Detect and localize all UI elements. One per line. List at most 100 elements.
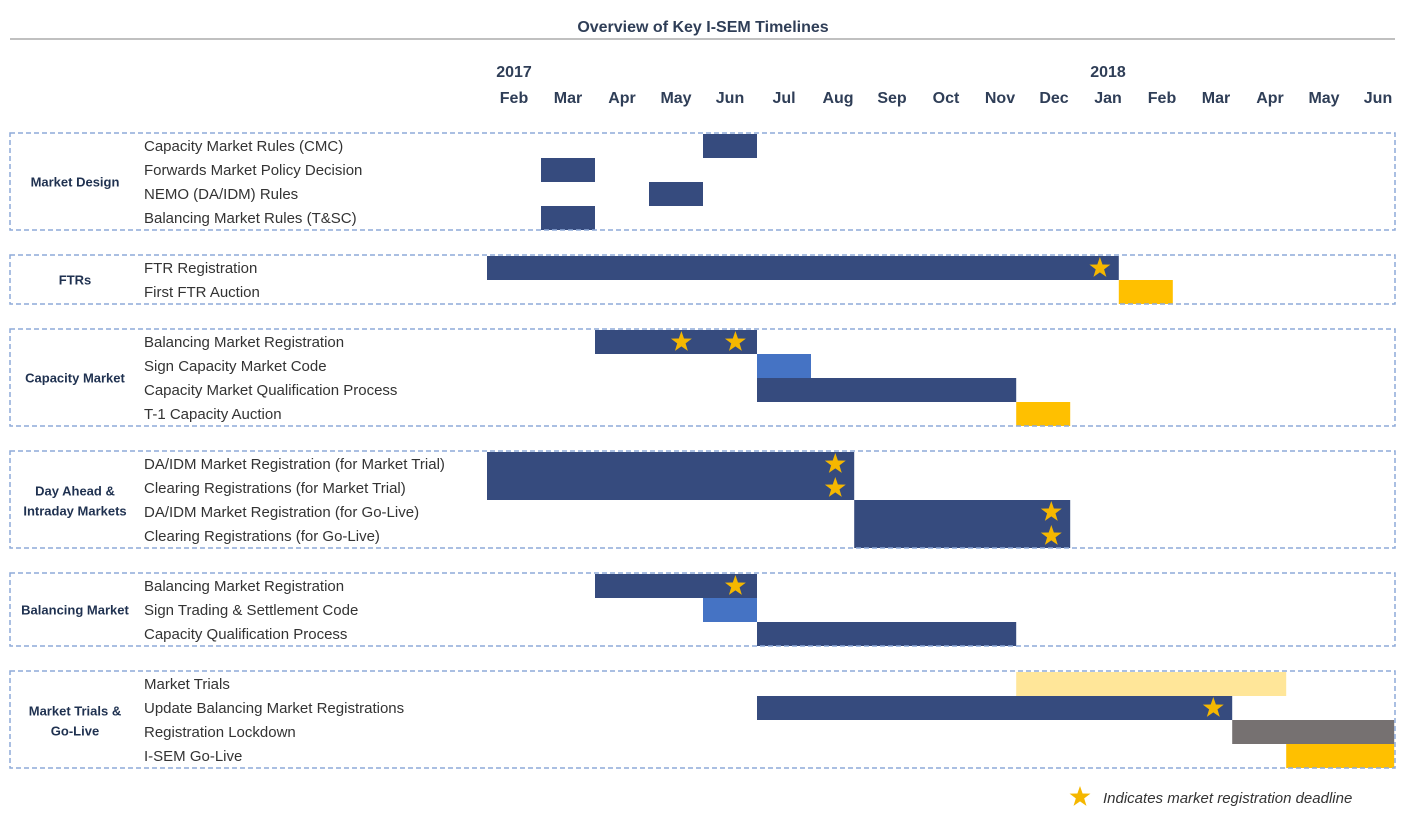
year-labels: 2017 2018: [496, 64, 1126, 81]
legend-star-icon: [1069, 786, 1091, 806]
group-label: Capacity Market: [25, 371, 125, 386]
task-label: Update Balancing Market Registrations: [144, 700, 404, 717]
month-label: Sep: [877, 90, 907, 107]
task-row: Update Balancing Market Registrations: [144, 696, 1233, 720]
task-label: Market Trials: [144, 676, 230, 693]
task-row: Capacity Market Rules (CMC): [144, 134, 757, 158]
task-label: Registration Lockdown: [144, 724, 296, 741]
task-bar: [703, 598, 757, 622]
task-groups: Market Design Capacity Market Rules (CMC)…: [9, 132, 1396, 769]
month-label: Mar: [1202, 90, 1230, 107]
deadline-star: [824, 453, 846, 473]
year-label: 2017: [496, 64, 532, 81]
group-label: Market Trials & Go-Live: [29, 704, 122, 739]
year-label: 2018: [1090, 64, 1126, 81]
task-row: Forwards Market Policy Decision: [144, 158, 595, 182]
task-row: Clearing Registrations (for Go-Live): [144, 524, 1071, 548]
task-bar: [487, 256, 1119, 280]
task-row: DA/IDM Market Registration (for Market T…: [144, 452, 855, 476]
month-label: Nov: [985, 90, 1015, 107]
task-label: NEMO (DA/IDM) Rules: [144, 186, 298, 203]
deadline-star: [724, 331, 746, 351]
month-label: May: [1308, 90, 1339, 107]
month-label: Jun: [716, 90, 744, 107]
task-label: T-1 Capacity Auction: [144, 406, 282, 423]
task-label: Balancing Market Rules (T&SC): [144, 210, 357, 227]
month-label: Feb: [500, 90, 529, 107]
task-bar: [757, 354, 811, 378]
month-label: Jul: [772, 90, 795, 107]
task-bar: [854, 500, 1071, 524]
task-bar: [1232, 720, 1395, 744]
month-label: Dec: [1039, 90, 1068, 107]
task-label: I-SEM Go-Live: [144, 748, 242, 765]
task-label: Sign Capacity Market Code: [144, 358, 327, 375]
legend: Indicates market registration deadline: [1069, 786, 1352, 807]
task-label: Sign Trading & Settlement Code: [144, 602, 358, 619]
task-row: Balancing Market Rules (T&SC): [144, 206, 595, 230]
task-row: T-1 Capacity Auction: [144, 402, 1071, 426]
task-bar: [1118, 280, 1173, 304]
group-border: [9, 328, 1396, 427]
group-label: Day Ahead & Intraday Markets: [23, 484, 126, 519]
task-group: Market Trials & Go-Live Market Trials Updat…: [9, 670, 1396, 769]
deadline-star: [824, 477, 846, 497]
month-label: Apr: [1256, 90, 1284, 107]
deadline-star: [724, 575, 746, 595]
task-row: Balancing Market Registration: [144, 330, 757, 354]
task-bar: [757, 378, 1017, 402]
deadline-star: [1089, 257, 1111, 277]
month-label: Feb: [1148, 90, 1177, 107]
task-row: FTR Registration: [144, 256, 1119, 280]
task-bar: [541, 206, 595, 230]
task-row: I-SEM Go-Live: [144, 744, 1395, 768]
task-row: Sign Trading & Settlement Code: [144, 598, 757, 622]
task-label: Balancing Market Registration: [144, 578, 344, 595]
task-label: Forwards Market Policy Decision: [144, 162, 362, 179]
legend-text: Indicates market registration deadline: [1103, 790, 1352, 807]
task-row: Market Trials: [144, 672, 1287, 696]
task-bar: [854, 524, 1071, 548]
task-row: Sign Capacity Market Code: [144, 354, 811, 378]
task-row: NEMO (DA/IDM) Rules: [144, 182, 703, 206]
month-label: Mar: [554, 90, 582, 107]
task-row: Balancing Market Registration: [144, 574, 757, 598]
deadline-star: [1040, 525, 1062, 545]
group-border: [9, 450, 1396, 549]
task-bar: [541, 158, 595, 182]
task-label: First FTR Auction: [144, 284, 260, 301]
task-group: Day Ahead & Intraday Markets DA/IDM Market…: [9, 450, 1396, 549]
task-bar: [703, 134, 757, 158]
group-label: Market Design: [31, 175, 120, 190]
group-label: FTRs: [59, 273, 92, 288]
task-label: FTR Registration: [144, 260, 257, 277]
group-border: [9, 572, 1396, 647]
month-labels: Feb Mar Apr May Jun Jul Aug Sep Oct Nov Dec Jan Feb M…: [500, 90, 1392, 107]
task-group: Capacity Market Balancing Market Registra…: [9, 328, 1396, 427]
task-label: Capacity Market Rules (CMC): [144, 138, 343, 155]
month-label: Apr: [608, 90, 636, 107]
task-bar: [1016, 402, 1071, 426]
deadline-star: [670, 331, 692, 351]
task-bar: [757, 696, 1233, 720]
deadline-star: [1202, 697, 1224, 717]
group-border: [9, 254, 1396, 305]
task-bar: [487, 476, 855, 500]
task-row: Registration Lockdown: [144, 720, 1395, 744]
task-row: Capacity Qualification Process: [144, 622, 1017, 646]
task-bar: [487, 452, 855, 476]
task-bar: [1016, 672, 1287, 696]
task-label: Clearing Registrations (for Market Trial…: [144, 480, 406, 497]
task-label: DA/IDM Market Registration (for Market T…: [144, 456, 445, 473]
task-label: Clearing Registrations (for Go-Live): [144, 528, 380, 545]
month-label: May: [660, 90, 691, 107]
group-border: [9, 670, 1396, 769]
task-row: DA/IDM Market Registration (for Go-Live): [144, 500, 1071, 524]
task-label: Capacity Market Qualification Process: [144, 382, 397, 399]
task-bar: [649, 182, 703, 206]
task-label: Balancing Market Registration: [144, 334, 344, 351]
task-row: Clearing Registrations (for Market Trial…: [144, 476, 855, 500]
month-label: Jun: [1364, 90, 1392, 107]
task-label: DA/IDM Market Registration (for Go-Live): [144, 504, 419, 521]
